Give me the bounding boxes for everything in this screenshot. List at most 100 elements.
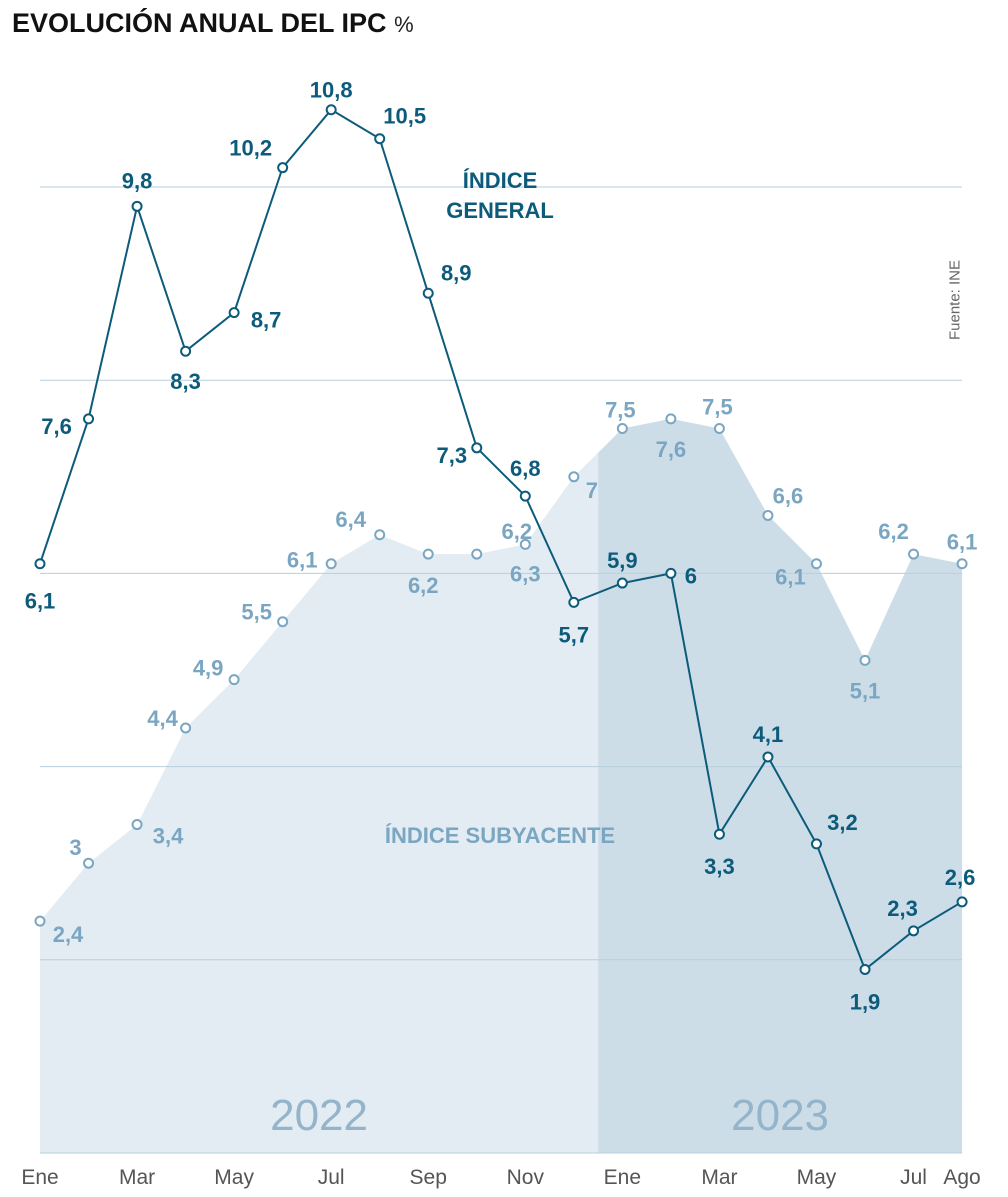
general-point: [374, 133, 386, 145]
core-point: [325, 558, 337, 570]
core-data-label: 6,1: [947, 530, 978, 555]
x-tick-label: Mar: [701, 1166, 737, 1189]
core-point: [568, 471, 580, 483]
core-area-2022: [40, 452, 599, 1153]
general-point: [616, 577, 628, 589]
series-points: [34, 104, 968, 975]
core-data-label: 3,4: [153, 824, 184, 849]
core-data-label: 2,4: [53, 922, 84, 947]
core-data-label: 6,2: [501, 519, 532, 544]
x-tick-label: Mar: [119, 1166, 155, 1189]
general-data-label: 6: [685, 563, 697, 588]
core-data-label: 7,6: [656, 437, 687, 462]
general-data-label: 4,1: [753, 722, 784, 747]
core-point: [908, 548, 920, 560]
general-point: [762, 751, 774, 763]
core-data-label: 6,1: [775, 565, 806, 590]
x-tick-label: Ago: [943, 1166, 980, 1189]
core-data-label: 4,4: [147, 706, 178, 731]
general-data-label: 7,3: [436, 443, 467, 468]
core-data-label: 3: [69, 835, 81, 860]
core-data-label: 6,3: [510, 561, 541, 586]
general-line: [39, 108, 963, 972]
x-tick-label: Nov: [507, 1166, 545, 1189]
general-data-label: 3,2: [827, 810, 858, 835]
core-point: [34, 915, 46, 927]
general-point: [228, 307, 240, 319]
x-axis: Ene Mar May Jul Sep Nov Ene Mar May Jul Ago: [21, 1166, 980, 1189]
core-data-label: 4,9: [193, 656, 224, 681]
x-tick-label: May: [214, 1166, 254, 1189]
general-point: [568, 596, 580, 608]
core-point: [83, 857, 95, 869]
core-point: [277, 616, 289, 628]
x-tick-label: Sep: [410, 1166, 447, 1189]
general-data-label: 6,1: [25, 589, 56, 614]
core-data-label: 6,4: [335, 507, 366, 532]
general-data-label: 10,8: [310, 78, 353, 103]
data-labels: ÍNDICE GENERAL ÍNDICE SUBYACENTE 2,4 3 3,4 4,4…: [25, 78, 978, 1015]
general-data-label: 7,6: [41, 414, 72, 439]
general-point: [665, 567, 677, 579]
general-series-label: ÍNDICE GENERAL: [446, 168, 554, 223]
core-point: [616, 423, 628, 434]
general-data-label: 1,9: [850, 989, 881, 1014]
general-data-label: 3,3: [704, 854, 735, 879]
core-data-label: 6,1: [287, 548, 318, 573]
core-point: [810, 558, 822, 570]
core-point: [859, 654, 871, 666]
general-point: [713, 828, 725, 840]
general-data-label: 2,6: [945, 865, 976, 890]
general-point: [471, 442, 483, 454]
core-series-label: ÍNDICE SUBYACENTE: [385, 823, 615, 848]
year-labels: 2022 2023: [270, 1091, 829, 1140]
core-area-layer: [40, 418, 963, 1153]
general-point: [180, 345, 192, 357]
core-data-label: 6,2: [408, 573, 439, 598]
general-point: [859, 963, 871, 975]
general-data-label: 5,7: [559, 622, 590, 647]
general-point: [34, 558, 46, 570]
general-data-label: 10,2: [229, 136, 272, 161]
core-data-label: 6,6: [773, 483, 804, 508]
series-lines: [39, 108, 963, 972]
general-data-label: 6,8: [510, 456, 541, 481]
general-point: [519, 490, 531, 502]
core-data-label: 7,5: [605, 398, 636, 423]
general-data-label: 8,3: [170, 369, 201, 394]
year-label-2022: 2022: [270, 1091, 368, 1140]
chart-title: EVOLUCIÓN ANUAL DEL IPC %: [12, 8, 414, 39]
core-point: [956, 558, 968, 570]
general-point: [83, 413, 95, 425]
core-data-label: 7: [586, 478, 598, 503]
general-point: [131, 200, 143, 212]
core-point: [422, 548, 434, 560]
general-point: [422, 287, 434, 299]
core-point: [762, 509, 774, 521]
core-point: [519, 538, 531, 550]
x-tick-label: Jul: [318, 1166, 345, 1189]
x-tick-label: Ene: [604, 1166, 641, 1189]
title-text: EVOLUCIÓN ANUAL DEL IPC: [12, 8, 387, 38]
title-unit: %: [394, 12, 414, 37]
x-tick-label: Ene: [21, 1166, 58, 1189]
core-point: [228, 674, 240, 686]
general-data-label: 5,9: [607, 548, 638, 573]
core-data-label: 6,2: [878, 519, 909, 544]
year-label-2023: 2023: [731, 1091, 829, 1140]
core-point: [713, 423, 725, 434]
core-point: [471, 548, 483, 560]
x-tick-label: May: [797, 1166, 837, 1189]
general-data-label: 9,8: [122, 168, 153, 193]
core-area-2023: [598, 418, 963, 1153]
x-tick-label: Jul: [900, 1166, 927, 1189]
general-point: [325, 104, 337, 116]
general-point: [277, 162, 289, 174]
core-data-label: 5,5: [241, 600, 272, 625]
grid-layer: [40, 186, 962, 1154]
core-point: [374, 529, 386, 541]
general-data-label: 10,5: [383, 104, 426, 129]
general-data-label: 8,7: [251, 308, 282, 333]
general-point: [956, 896, 968, 908]
